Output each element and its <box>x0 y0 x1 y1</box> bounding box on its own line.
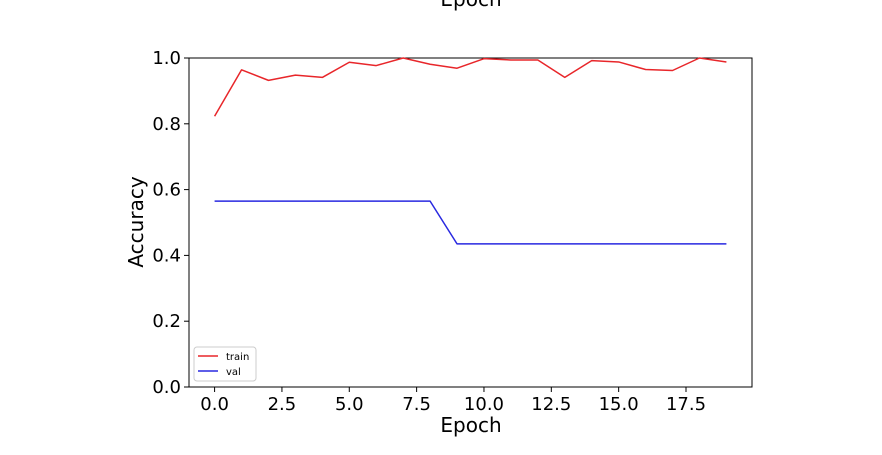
x-axis: 0.0 2.5 5.0 7.5 10.0 12.5 15.0 17.5 <box>200 387 706 415</box>
y-axis-label: Accuracy <box>124 176 148 267</box>
plot-area <box>188 57 753 388</box>
x-tick-label: 10.0 <box>464 394 504 415</box>
x-tick-label: 12.5 <box>531 394 571 415</box>
legend: train val <box>193 346 257 382</box>
x-tick-label: 2.5 <box>268 394 297 415</box>
x-axis-label: Epoch <box>440 413 501 437</box>
chart-title: Epoch <box>440 0 501 11</box>
legend-label-val: val <box>226 367 241 378</box>
series-line-val <box>214 200 727 245</box>
y-tick-label: 0.0 <box>152 377 181 398</box>
x-tick-label: 0.0 <box>200 394 229 415</box>
x-tick-label: 17.5 <box>666 394 706 415</box>
x-tick-label: 5.0 <box>335 394 364 415</box>
y-axis: 0.0 0.2 0.4 0.6 0.8 1.0 <box>152 48 189 398</box>
x-tick-label: 7.5 <box>402 394 431 415</box>
series-lines <box>213 57 727 245</box>
y-tick-label: 0.6 <box>152 180 181 201</box>
x-tick-label: 15.0 <box>599 394 639 415</box>
y-tick-label: 0.2 <box>152 311 181 332</box>
legend-label-train: train <box>226 352 249 363</box>
y-tick-label: 0.8 <box>152 114 181 135</box>
y-tick-label: 1.0 <box>152 48 181 69</box>
y-tick-label: 0.4 <box>152 245 181 266</box>
series-line-train <box>213 57 727 117</box>
